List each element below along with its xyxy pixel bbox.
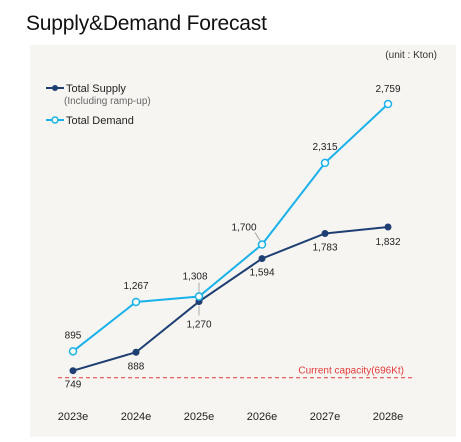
- legend-demand-marker: [51, 116, 59, 124]
- supply-data-label: 1,594: [249, 268, 274, 279]
- supply-point: [132, 348, 140, 356]
- x-tick-label: 2023e: [58, 411, 89, 423]
- supply-data-label: 1,270: [186, 320, 211, 331]
- supply-point: [384, 223, 392, 231]
- demand-data-label: 2,315: [312, 142, 337, 153]
- demand-point: [131, 297, 141, 307]
- series-layer: 749 888 1,270 1,594 1,783 1,832 895 1,267 1,308 1…: [65, 84, 401, 391]
- supply-data-label: 1,832: [375, 237, 400, 248]
- supply-data-label: 749: [65, 380, 82, 391]
- x-tick-label: 2027e: [310, 411, 341, 423]
- demand-point: [257, 240, 267, 249]
- demand-point: [68, 347, 78, 356]
- demand-data-label: 1,700: [231, 223, 256, 234]
- supply-point: [69, 367, 77, 375]
- demand-point: [194, 292, 204, 301]
- supply-data-label: 888: [128, 361, 145, 372]
- supply-point: [258, 255, 266, 263]
- demand-series-line: [72, 103, 389, 353]
- x-tick-label: 2028e: [373, 411, 404, 423]
- demand-data-label: 1,267: [123, 281, 148, 292]
- legend-supply-label: Total Supply: [66, 83, 126, 95]
- demand-data-label: 895: [65, 330, 82, 341]
- supply-point: [321, 230, 329, 238]
- legend-supply-subtitle: (Including ramp-up): [64, 96, 151, 107]
- x-tick-label: 2025e: [184, 411, 215, 423]
- unit-label: (unit : Kton): [385, 50, 437, 61]
- legend-demand-label: Total Demand: [66, 115, 134, 127]
- supply-series-line: [72, 226, 389, 372]
- legend: Total Supply (Including ramp-up) Total D…: [46, 83, 151, 127]
- supply-data-label: 1,783: [312, 243, 337, 254]
- legend-supply-marker: [52, 85, 58, 91]
- x-axis: 2023e 2024e 2025e 2026e 2027e 2028e: [58, 411, 404, 423]
- chart-panel: [30, 45, 456, 437]
- demand-point: [320, 158, 330, 168]
- x-tick-label: 2026e: [247, 411, 278, 423]
- x-tick-label: 2024e: [121, 411, 152, 423]
- demand-point: [383, 99, 393, 109]
- demand-data-label: 2,759: [375, 84, 400, 95]
- label-leader-line: [254, 232, 261, 241]
- capacity-reference-label: Current capacity(696Kt): [298, 366, 404, 377]
- page-title: Supply&Demand Forecast: [26, 12, 267, 35]
- demand-data-label: 1,308: [182, 272, 207, 283]
